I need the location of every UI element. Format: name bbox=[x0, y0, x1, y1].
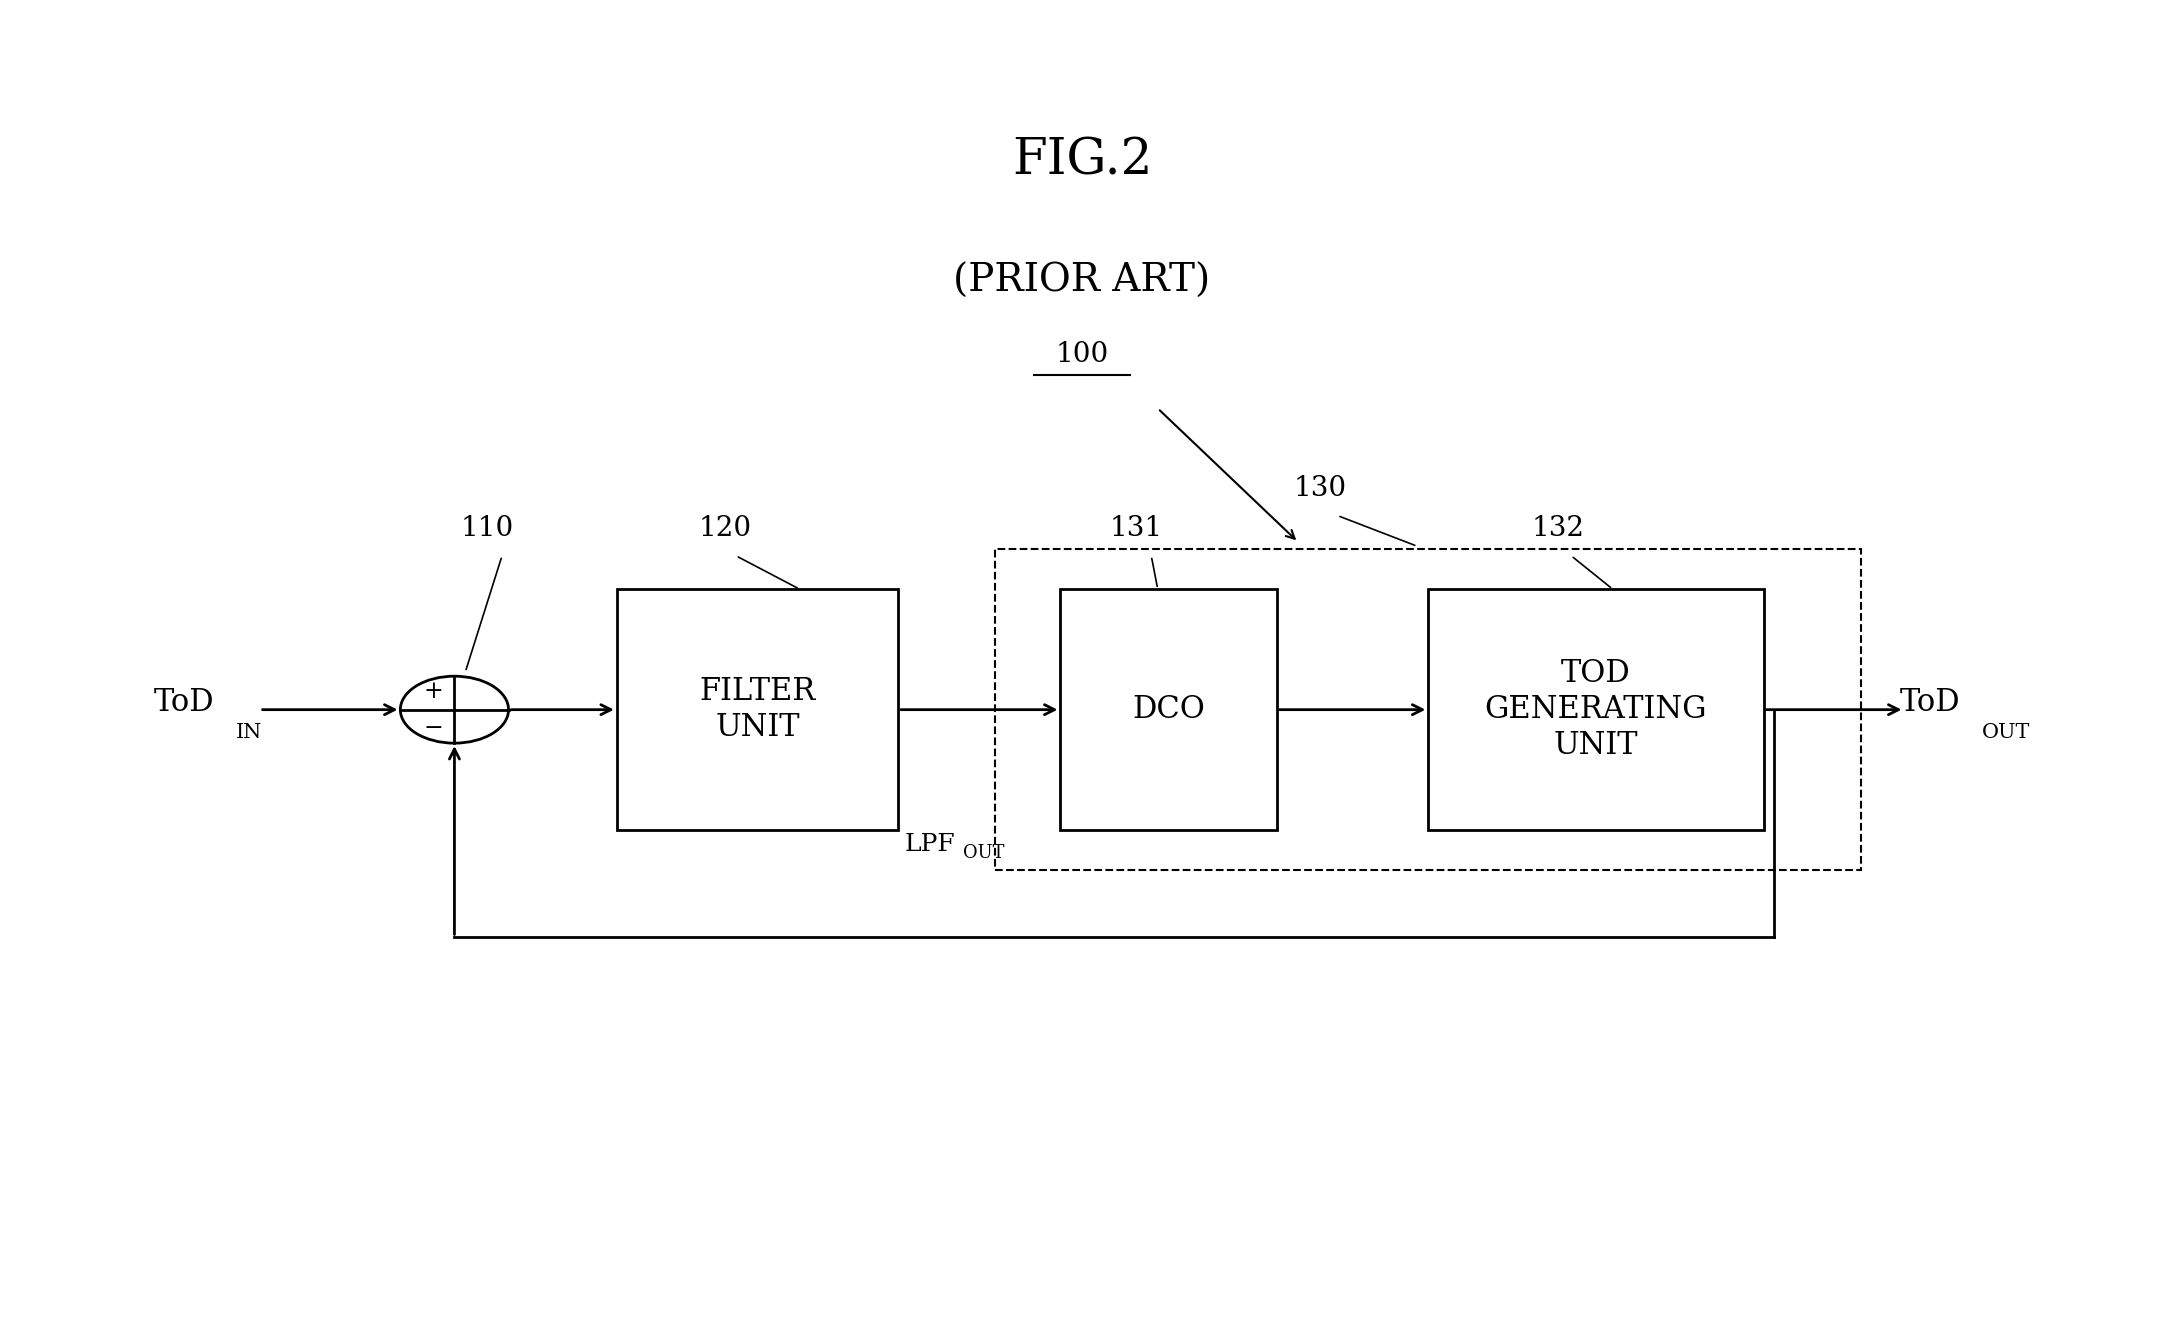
Text: 120: 120 bbox=[699, 516, 751, 542]
Text: ToD: ToD bbox=[154, 687, 214, 719]
FancyBboxPatch shape bbox=[617, 589, 898, 830]
Text: ToD: ToD bbox=[1900, 687, 1961, 719]
Text: OUT: OUT bbox=[1982, 723, 2030, 742]
Circle shape bbox=[400, 676, 509, 743]
Text: 131: 131 bbox=[1110, 516, 1162, 542]
Text: 100: 100 bbox=[1056, 341, 1108, 368]
Text: DCO: DCO bbox=[1132, 694, 1205, 726]
Text: OUT: OUT bbox=[963, 844, 1004, 861]
Text: 130: 130 bbox=[1294, 475, 1346, 502]
FancyBboxPatch shape bbox=[1060, 589, 1277, 830]
Text: FIG.2: FIG.2 bbox=[1013, 137, 1151, 185]
FancyBboxPatch shape bbox=[1428, 589, 1764, 830]
Text: 110: 110 bbox=[461, 516, 513, 542]
Text: FILTER
UNIT: FILTER UNIT bbox=[699, 676, 816, 743]
Text: IN: IN bbox=[236, 723, 262, 742]
Text: (PRIOR ART): (PRIOR ART) bbox=[954, 262, 1210, 300]
Text: −: − bbox=[424, 716, 444, 739]
Text: +: + bbox=[424, 680, 444, 703]
Text: 132: 132 bbox=[1532, 516, 1584, 542]
Text: TOD
GENERATING
UNIT: TOD GENERATING UNIT bbox=[1485, 659, 1707, 761]
Text: LPF: LPF bbox=[905, 833, 954, 856]
